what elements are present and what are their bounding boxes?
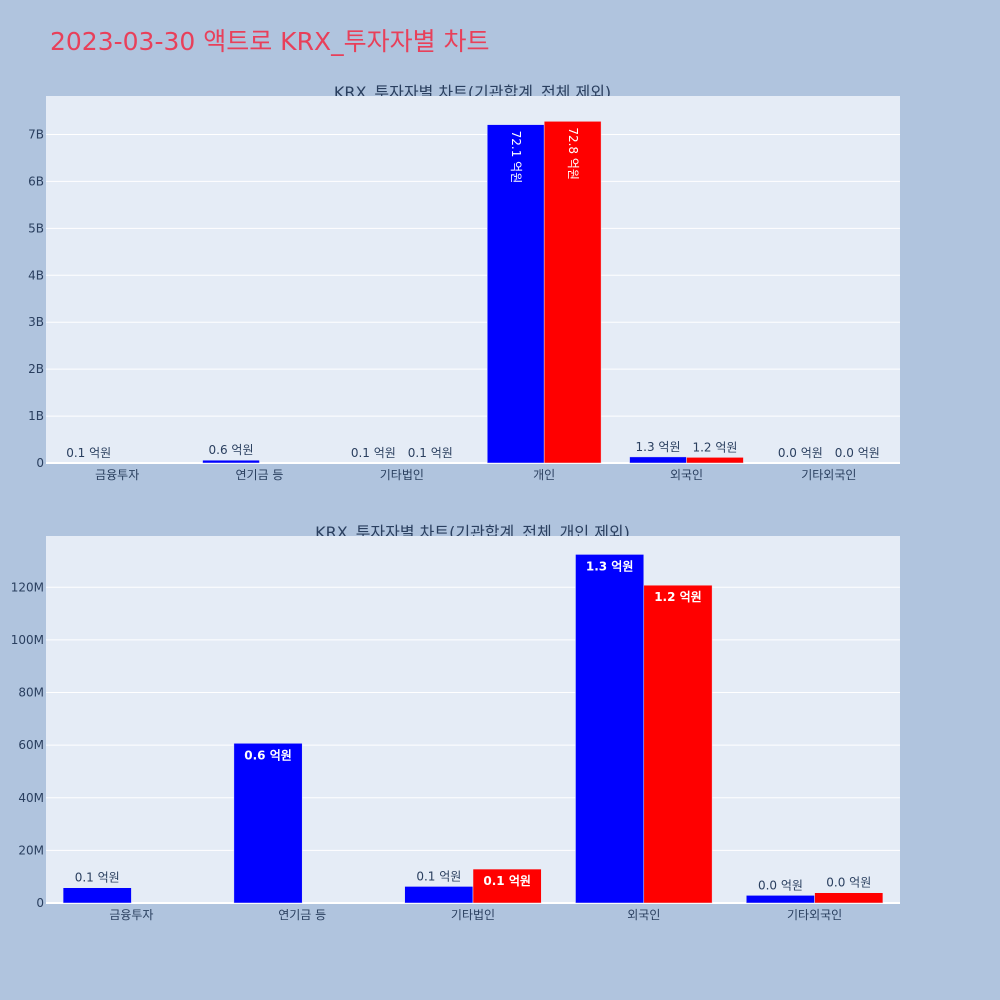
bar-series-2 xyxy=(686,457,744,464)
data-label: 0.6 억원 xyxy=(209,443,254,457)
x-tick-label: 기타법인 xyxy=(451,908,495,922)
data-label: 1.2 억원 xyxy=(692,440,737,454)
data-label: 0.1 억원 xyxy=(416,869,461,883)
data-label: 1.3 억원 xyxy=(586,559,634,573)
bar-series-2 xyxy=(472,868,542,904)
y-tick-label: 3B xyxy=(28,315,44,329)
data-label: 0.1 억원 xyxy=(75,871,120,885)
y-tick-label: 6B xyxy=(28,174,44,188)
x-tick-label: 기타외국인 xyxy=(801,468,856,482)
bar-series-1 xyxy=(575,554,645,904)
x-tick-label: 금융투자 xyxy=(95,468,139,482)
data-label: 72.1 억원 xyxy=(509,131,523,184)
x-tick-label: 개인 xyxy=(533,468,555,482)
data-label: 0.0 억원 xyxy=(758,878,803,892)
page-title: 2023-03-30 액트로 KRX_투자자별 차트 xyxy=(50,27,490,56)
x-tick-label: 기타외국인 xyxy=(787,908,842,922)
data-label: 72.8 억원 xyxy=(566,127,580,180)
bar-series-1 xyxy=(629,456,687,464)
bar-series-1 xyxy=(486,124,545,464)
data-label: 0.1 억원 xyxy=(66,446,111,460)
data-label: 1.2 억원 xyxy=(654,590,702,604)
y-tick-label: 2B xyxy=(28,362,44,376)
bar-series-2 xyxy=(814,892,884,904)
data-label: 0.1 억원 xyxy=(351,446,396,460)
y-tick-label: 1B xyxy=(28,409,44,423)
x-tick-label: 기타법인 xyxy=(380,468,424,482)
data-label: 0.0 억원 xyxy=(826,876,871,890)
y-tick-label: 0 xyxy=(36,896,44,910)
x-tick-label: 연기금 등 xyxy=(278,908,326,922)
plot-area xyxy=(46,96,900,463)
x-tick-label: 연기금 등 xyxy=(236,468,284,482)
data-label: 0.6 억원 xyxy=(244,748,292,762)
data-label: 0.1 억원 xyxy=(483,874,531,888)
y-tick-label: 7B xyxy=(28,127,44,141)
y-tick-label: 100M xyxy=(11,633,44,647)
y-tick-label: 120M xyxy=(11,580,44,594)
bar-series-2 xyxy=(643,584,713,904)
bar-series-1 xyxy=(202,459,260,464)
y-tick-label: 20M xyxy=(18,843,44,857)
x-tick-label: 외국인 xyxy=(670,468,703,482)
bar-series-1 xyxy=(746,895,815,904)
y-tick-label: 5B xyxy=(28,221,44,235)
data-label: 0.1 억원 xyxy=(408,446,453,460)
y-tick-label: 4B xyxy=(28,268,44,282)
y-tick-label: 40M xyxy=(18,791,44,805)
data-label: 0.0 억원 xyxy=(778,446,823,460)
x-tick-label: 금융투자 xyxy=(109,908,153,922)
plot-area xyxy=(46,536,900,903)
y-tick-label: 80M xyxy=(18,686,44,700)
data-label: 0.0 억원 xyxy=(835,446,880,460)
data-label: 1.3 억원 xyxy=(636,440,681,454)
bar-series-1 xyxy=(404,886,474,904)
bar-series-1 xyxy=(233,743,303,904)
bar-series-1 xyxy=(62,887,132,904)
y-tick-label: 60M xyxy=(18,738,44,752)
y-tick-label: 0 xyxy=(36,456,44,470)
bar-series-2 xyxy=(543,121,602,464)
x-tick-label: 외국인 xyxy=(627,908,660,922)
